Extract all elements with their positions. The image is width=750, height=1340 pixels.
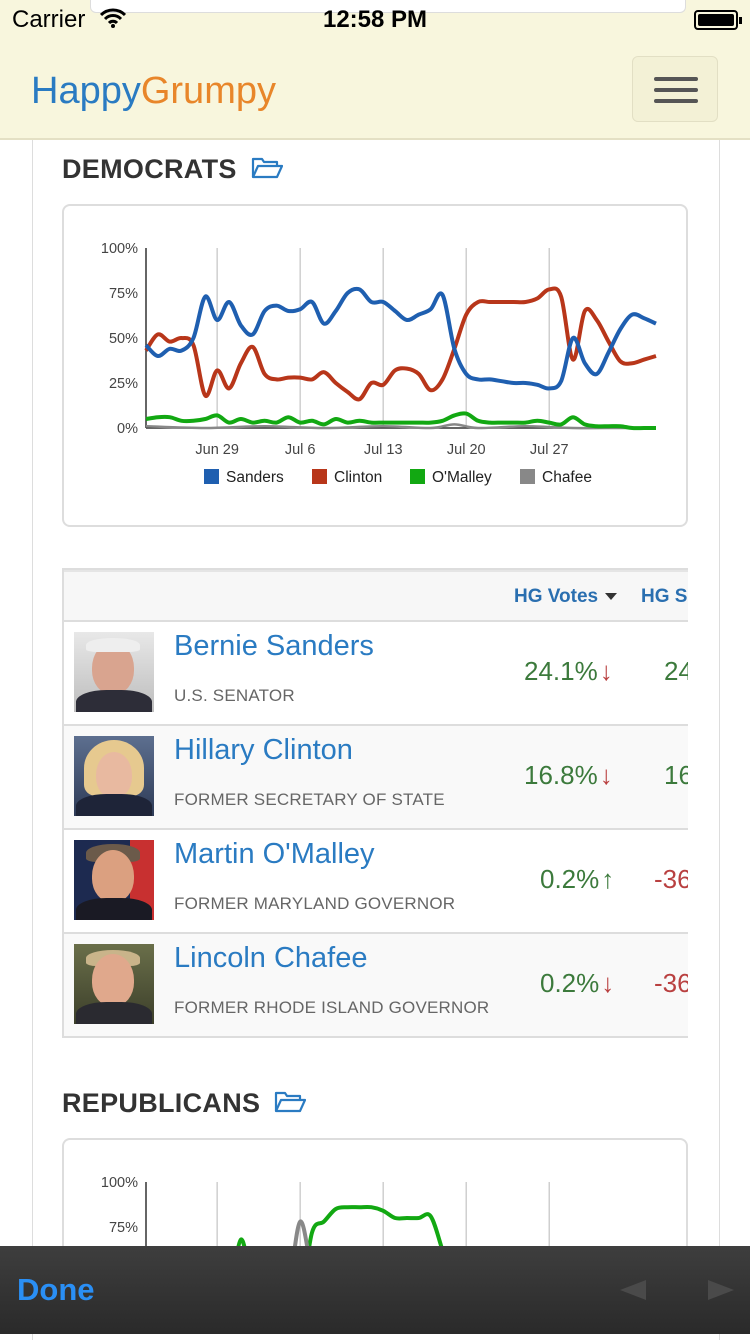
legend-swatch bbox=[520, 469, 535, 484]
hg-score-value: 16 bbox=[664, 760, 688, 790]
hg-votes-value: 24.1%↓ bbox=[524, 656, 613, 686]
brand-happy: Happy bbox=[31, 70, 141, 112]
legend-label: Clinton bbox=[334, 469, 382, 486]
series-line-sanders bbox=[144, 286, 657, 391]
y-tick-label: 75% bbox=[109, 286, 138, 302]
folder-open-icon[interactable] bbox=[274, 1091, 306, 1113]
avatar bbox=[74, 736, 154, 816]
candidate-name-link[interactable]: Martin O'Malley bbox=[174, 838, 375, 870]
trend-up-icon: ↑ bbox=[601, 864, 615, 894]
trend-down-icon: ↓ bbox=[599, 760, 613, 790]
y-tick-label: 25% bbox=[109, 376, 138, 392]
legend-swatch bbox=[312, 469, 327, 484]
series-line-omalley bbox=[145, 411, 656, 431]
battery-icon bbox=[694, 10, 742, 30]
folder-open-icon[interactable] bbox=[251, 157, 283, 179]
wifi-icon bbox=[100, 8, 126, 28]
democrats-line-chart: Jun 29 Jul 6 Jul 13 Jul 20 Jul 27 0% 25% 50% 75%… bbox=[101, 241, 657, 486]
candidate-title: U.S. SENATOR bbox=[174, 686, 295, 705]
y-tick-label: 100% bbox=[101, 1175, 138, 1191]
content-container bbox=[32, 140, 720, 1340]
status-bar: Carrier 12:58 PM bbox=[0, 0, 750, 40]
back-arrow-icon[interactable] bbox=[620, 1280, 646, 1300]
navbar: HappyGrumpy bbox=[0, 40, 750, 140]
hamburger-icon bbox=[654, 77, 698, 81]
brand-grumpy: Grumpy bbox=[140, 70, 276, 112]
table-row[interactable]: Lincoln Chafee FORMER RHODE ISLAND GOVER… bbox=[64, 934, 688, 1036]
x-tick-label: Jul 27 bbox=[530, 442, 569, 458]
y-tick-label: 50% bbox=[109, 331, 138, 347]
candidate-title: FORMER MARYLAND GOVERNOR bbox=[174, 894, 456, 913]
forward-arrow-icon[interactable] bbox=[708, 1280, 734, 1300]
done-button[interactable]: Done bbox=[17, 1272, 95, 1307]
candidate-name-link[interactable]: Hillary Clinton bbox=[174, 734, 353, 766]
trend-down-icon: ↓ bbox=[599, 656, 613, 686]
bottom-toolbar: Done bbox=[0, 1246, 750, 1334]
table-header: HG Votes HG S bbox=[64, 570, 688, 622]
democrats-chart-panel: Jun 29 Jul 6 Jul 13 Jul 20 Jul 27 0% 25% 50% 75%… bbox=[62, 204, 688, 527]
carrier-label: Carrier bbox=[12, 6, 86, 33]
clock: 12:58 PM bbox=[322, 6, 428, 33]
hg-score-value: -36 bbox=[654, 864, 688, 894]
democrats-heading: DEMOCRATS bbox=[62, 154, 237, 184]
legend-label: O'Malley bbox=[432, 469, 492, 486]
y-tick-label: 75% bbox=[109, 1220, 138, 1236]
menu-toggle-button[interactable] bbox=[632, 56, 718, 122]
sort-caret-icon bbox=[605, 593, 618, 601]
series-line-clinton bbox=[144, 286, 657, 402]
previous-card-edge bbox=[90, 0, 686, 13]
hg-score-value: 24 bbox=[664, 656, 688, 686]
legend-swatch bbox=[410, 469, 425, 484]
republicans-heading: REPUBLICANS bbox=[62, 1088, 261, 1118]
legend-label: Sanders bbox=[226, 469, 284, 486]
y-tick-label: 0% bbox=[117, 421, 138, 437]
x-tick-label: Jul 6 bbox=[285, 442, 316, 458]
legend-swatch bbox=[204, 469, 219, 484]
hg-votes-value: 0.2%↓ bbox=[540, 968, 615, 998]
candidate-name-link[interactable]: Bernie Sanders bbox=[174, 630, 374, 662]
x-tick-label: Jul 20 bbox=[447, 442, 486, 458]
hg-score-column-header[interactable]: HG S bbox=[641, 586, 688, 607]
avatar bbox=[74, 944, 154, 1024]
avatar bbox=[74, 632, 154, 712]
hg-votes-value: 16.8%↓ bbox=[524, 760, 613, 790]
x-tick-label: Jun 29 bbox=[195, 442, 239, 458]
table-row[interactable]: Martin O'Malley FORMER MARYLAND GOVERNOR… bbox=[64, 830, 688, 934]
candidate-title: FORMER RHODE ISLAND GOVERNOR bbox=[174, 998, 490, 1017]
y-tick-label: 100% bbox=[101, 241, 138, 257]
hg-votes-value: 0.2%↑ bbox=[540, 864, 615, 894]
table-row[interactable]: Hillary Clinton FORMER SECRETARY OF STAT… bbox=[64, 726, 688, 830]
hg-votes-column-header[interactable]: HG Votes bbox=[514, 586, 618, 608]
table-row[interactable]: Bernie Sanders U.S. SENATOR 24.1%↓ 24 bbox=[64, 622, 688, 726]
series-line-chafee bbox=[145, 423, 656, 430]
trend-down-icon: ↓ bbox=[601, 968, 615, 998]
legend-label: Chafee bbox=[542, 469, 592, 486]
brand-logo[interactable]: HappyGrumpy bbox=[31, 70, 276, 113]
candidate-title: FORMER SECRETARY OF STATE bbox=[174, 790, 445, 809]
candidates-table: HG Votes HG S Bernie Sanders U.S. SENATO… bbox=[62, 568, 688, 1038]
x-tick-label: Jul 13 bbox=[364, 442, 403, 458]
avatar bbox=[74, 840, 154, 920]
candidate-name-link[interactable]: Lincoln Chafee bbox=[174, 942, 368, 974]
hg-score-value: -36 bbox=[654, 968, 688, 998]
